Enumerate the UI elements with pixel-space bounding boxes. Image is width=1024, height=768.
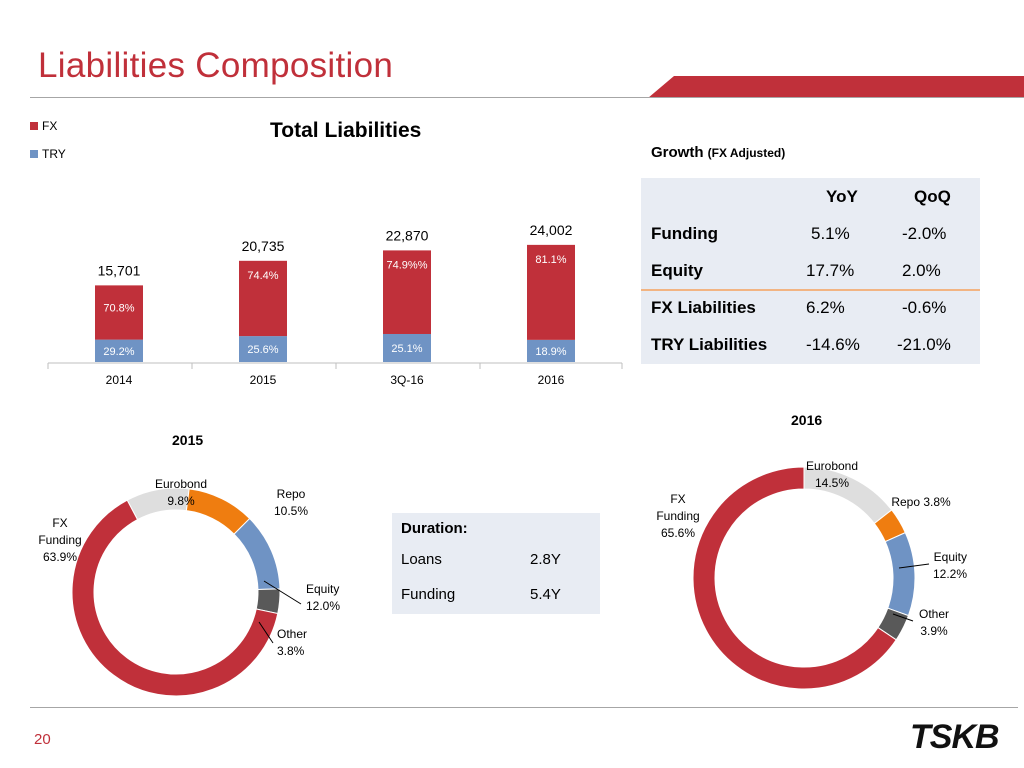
donut-label-name: Equity: [934, 550, 967, 564]
growth-row-label: FX Liabilities: [651, 298, 756, 317]
bar-label-fx: 81.1%: [535, 254, 566, 266]
leader-line: [898, 563, 930, 569]
bar-fx: [383, 250, 431, 334]
growth-row-label: Equity: [651, 261, 703, 280]
bar-chart-title: Total Liabilities: [270, 119, 422, 142]
bar-total-label: 20,735: [242, 238, 285, 254]
donut-label-name: Other: [919, 607, 949, 621]
donut-label-name: Repo: [277, 487, 306, 501]
bar-fx: [527, 244, 575, 340]
donut-slice: [185, 488, 251, 535]
donut-slice: [884, 531, 916, 617]
donut-label-name: Equity: [306, 582, 339, 596]
donut-label-value: 12.0%: [306, 599, 340, 613]
growth-panel: [641, 178, 980, 364]
growth-row-qoq: -2.0%: [902, 224, 947, 243]
duration-row-label: Funding: [401, 586, 456, 603]
growth-header-qoq: QoQ: [914, 187, 951, 206]
bar-fx: [95, 285, 143, 340]
bar-label-fx: 74.9%%: [387, 259, 428, 271]
donut-label-name: FX: [670, 492, 685, 506]
legend-swatch-fx: [30, 122, 38, 130]
bar-fx: [239, 260, 287, 337]
bar-label-try: 18.9%: [535, 346, 566, 358]
growth-row-yoy: 5.1%: [811, 224, 850, 243]
leader-line: [892, 613, 914, 622]
donut-label-name: Funding: [656, 509, 699, 523]
legend-label-try: TRY: [42, 147, 66, 161]
growth-row-qoq: 2.0%: [902, 261, 941, 280]
duration-row-value: 2.8Y: [530, 551, 561, 568]
donut-label-value: 14.5%: [815, 476, 849, 490]
growth-row-label: Funding: [651, 224, 719, 243]
donut-label-value: 63.9%: [43, 550, 77, 564]
total-liabilities-chart: 29.2% 70.8% 15,701 2014 25.6% 74.4% 20,735 2015…: [47, 222, 623, 387]
growth-row-qoq: -0.6%: [902, 298, 947, 317]
legend-swatch-try: [30, 150, 38, 158]
bar-try: [383, 333, 431, 362]
x-tick-label: 2015: [250, 373, 277, 387]
bar-label-fx: 70.8%: [103, 302, 134, 314]
bar-try: [239, 336, 287, 362]
duration-row-label: Loans: [401, 551, 442, 568]
title-accent-band: [648, 76, 1024, 98]
donut-label-name: Other: [277, 627, 307, 641]
page-number: 20: [34, 731, 51, 748]
donut-2016-title: 2016: [791, 412, 823, 428]
growth-separator: [641, 289, 980, 291]
title-divider: [30, 97, 1024, 98]
tskb-logo: TSKB: [910, 718, 1000, 756]
donut-label-value: 12.2%: [933, 567, 967, 581]
bar-label-try: 29.2%: [103, 346, 134, 358]
duration-panel: [392, 513, 600, 614]
bar-label-fx: 74.4%: [247, 270, 278, 282]
donut-label-value: 10.5%: [274, 504, 308, 518]
bar-try: [527, 339, 575, 362]
bar-label-try: 25.6%: [247, 344, 278, 356]
growth-row-qoq: -21.0%: [897, 335, 951, 354]
growth-header-yoy: YoY: [826, 187, 858, 206]
leader-line: [263, 580, 302, 605]
bar-total-label: 15,701: [98, 262, 141, 278]
x-tick-label: 3Q-16: [390, 373, 424, 387]
legend-item-try: TRY: [30, 147, 66, 161]
bar-try: [95, 339, 143, 362]
donut-label-name: Eurobond: [806, 459, 858, 473]
growth-row-yoy: 6.2%: [806, 298, 845, 317]
legend-label-fx: FX: [42, 119, 58, 133]
donut-label-value: 9.8%: [167, 494, 195, 508]
footer-divider: [30, 707, 1018, 708]
donut-2015-title: 2015: [172, 432, 204, 448]
growth-row-yoy: -14.6%: [806, 335, 860, 354]
donut-label-value: 3.9%: [920, 624, 948, 638]
donut-label-name: Funding: [38, 533, 81, 547]
donut-slice: [233, 517, 281, 591]
bar-label-try: 25.1%: [391, 343, 422, 355]
duration-row-value: 5.4Y: [530, 586, 561, 603]
growth-title: Growth (FX Adjusted): [651, 144, 785, 161]
growth-title-text: Growth: [651, 144, 704, 161]
leader-line: [258, 621, 274, 644]
growth-subtitle: (FX Adjusted): [707, 146, 786, 160]
donut-slice: [71, 499, 279, 697]
bar-total-label: 24,002: [530, 222, 573, 238]
legend-item-fx: FX: [30, 119, 57, 133]
growth-row-yoy: 17.7%: [806, 261, 855, 280]
donut-label-value: 65.6%: [661, 526, 695, 540]
donut-label: Repo 3.8%: [891, 495, 951, 509]
donut-slice: [692, 466, 897, 690]
x-tick-label: 2016: [538, 373, 565, 387]
donut-label-value: 3.8%: [277, 644, 305, 658]
page-title: Liabilities Composition: [38, 46, 394, 85]
donut-label-name: FX: [52, 516, 67, 530]
growth-row-label: TRY Liabilities: [651, 335, 768, 354]
duration-title: Duration:: [401, 520, 468, 537]
donut-label-name: Eurobond: [155, 477, 207, 491]
x-tick-label: 2014: [106, 373, 133, 387]
bar-total-label: 22,870: [386, 227, 429, 243]
